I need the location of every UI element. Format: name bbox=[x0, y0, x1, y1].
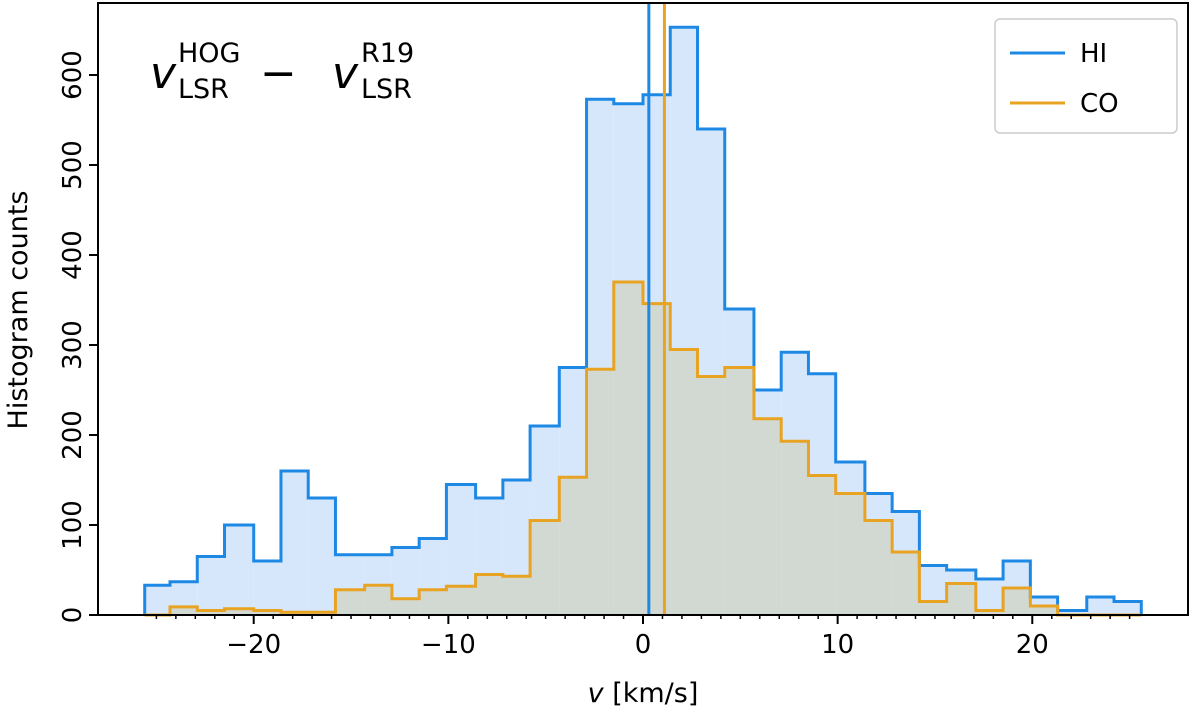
annotation-v-hog: v bbox=[150, 48, 177, 99]
x-tick-label: −10 bbox=[421, 630, 476, 660]
histogram-bar-hi-0 bbox=[144, 585, 171, 615]
annotation-sup-r19: R19 bbox=[361, 38, 414, 69]
histogram-bar-co-26 bbox=[864, 520, 893, 615]
histogram-bar-hi-33 bbox=[1057, 610, 1087, 615]
histogram-bar-co-8 bbox=[364, 585, 392, 615]
histogram-bar-co-12 bbox=[475, 574, 503, 615]
histogram-bar-co-15 bbox=[559, 477, 587, 615]
histogram-step-hi bbox=[143, 25, 1143, 615]
x-tick-label: −20 bbox=[226, 630, 281, 660]
histogram-bar-hi-6 bbox=[308, 498, 336, 615]
histogram-bar-co-11 bbox=[446, 586, 476, 615]
y-tick-label: 100 bbox=[58, 500, 88, 550]
histogram-bar-co-22 bbox=[753, 418, 782, 615]
y-tick-label: 400 bbox=[58, 230, 88, 280]
x-tick-label: 10 bbox=[821, 630, 854, 660]
histogram-bar-hi-3 bbox=[224, 525, 254, 615]
histogram-bar-hi-35 bbox=[1114, 601, 1142, 615]
legend: HI CO bbox=[994, 18, 1178, 134]
annotation-v-r19: v bbox=[332, 48, 359, 99]
histogram-bar-co-17 bbox=[613, 282, 643, 615]
y-tick-label: 0 bbox=[58, 607, 88, 624]
y-tick-label: 500 bbox=[58, 140, 88, 190]
velocity-difference-annotation: v HOG LSR − v R19 LSR bbox=[150, 38, 414, 105]
histogram-bar-co-21 bbox=[724, 367, 754, 615]
histogram-bar-co-10 bbox=[419, 589, 447, 615]
histogram-bar-co-14 bbox=[530, 520, 560, 615]
histogram-steps bbox=[143, 25, 1143, 617]
x-axis-label-variable: v bbox=[588, 678, 605, 709]
histogram-bar-co-19 bbox=[670, 349, 698, 615]
x-tick-label: 0 bbox=[635, 630, 652, 660]
histogram-bar-hi-2 bbox=[197, 556, 225, 615]
y-tick-label: 300 bbox=[58, 320, 88, 370]
histogram-bar-hi-5 bbox=[280, 471, 309, 615]
histogram-bar-co-9 bbox=[391, 598, 420, 615]
legend-label-co: CO bbox=[1080, 89, 1119, 119]
histogram-bar-co-16 bbox=[586, 369, 614, 615]
histogram-bar-hi-4 bbox=[253, 561, 281, 615]
histogram-bar-co-27 bbox=[892, 552, 920, 615]
x-axis: −20 −10 0 10 20 bbox=[155, 615, 1131, 660]
histogram-bar-co-24 bbox=[808, 475, 836, 615]
histogram-bar-co-3 bbox=[224, 608, 254, 615]
histogram-bar-co-31 bbox=[1003, 588, 1031, 615]
x-tick-label: 20 bbox=[1016, 630, 1049, 660]
histogram-bar-co-25 bbox=[835, 493, 865, 615]
legend-label-hi: HI bbox=[1080, 39, 1107, 69]
histogram-bar-co-13 bbox=[502, 576, 531, 615]
histogram-bar-co-28 bbox=[919, 601, 947, 615]
histogram-bar-co-1 bbox=[170, 606, 198, 615]
histogram-bar-co-18 bbox=[643, 303, 671, 615]
y-axis: 0 100 200 300 400 500 600 bbox=[58, 50, 98, 623]
histogram-bar-co-7 bbox=[335, 589, 365, 615]
mean-lines bbox=[647, 3, 666, 615]
y-axis-label: Histogram counts bbox=[3, 191, 34, 430]
annotation-sup-hog: HOG bbox=[178, 38, 240, 69]
x-axis-label: v [km/s] bbox=[588, 678, 699, 709]
histogram-bar-co-32 bbox=[1030, 606, 1058, 615]
histogram-bar-hi-34 bbox=[1086, 597, 1115, 615]
histogram-bar-co-23 bbox=[781, 441, 809, 615]
histogram-bar-co-4 bbox=[253, 610, 281, 615]
y-tick-label: 200 bbox=[58, 410, 88, 460]
histogram-bar-co-29 bbox=[946, 583, 976, 615]
annotation-minus: − bbox=[260, 48, 297, 99]
histogram-step-co bbox=[144, 280, 1142, 617]
histogram-bar-co-30 bbox=[975, 610, 1004, 615]
x-axis-label-unit: [km/s] bbox=[604, 678, 699, 709]
histogram-bar-co-20 bbox=[697, 376, 725, 615]
histogram-fills bbox=[144, 27, 1142, 616]
annotation-sub-lsr-1: LSR bbox=[178, 74, 229, 105]
annotation-sub-lsr-2: LSR bbox=[361, 74, 412, 105]
histogram-bar-co-2 bbox=[197, 610, 225, 615]
y-tick-label: 600 bbox=[58, 50, 88, 100]
